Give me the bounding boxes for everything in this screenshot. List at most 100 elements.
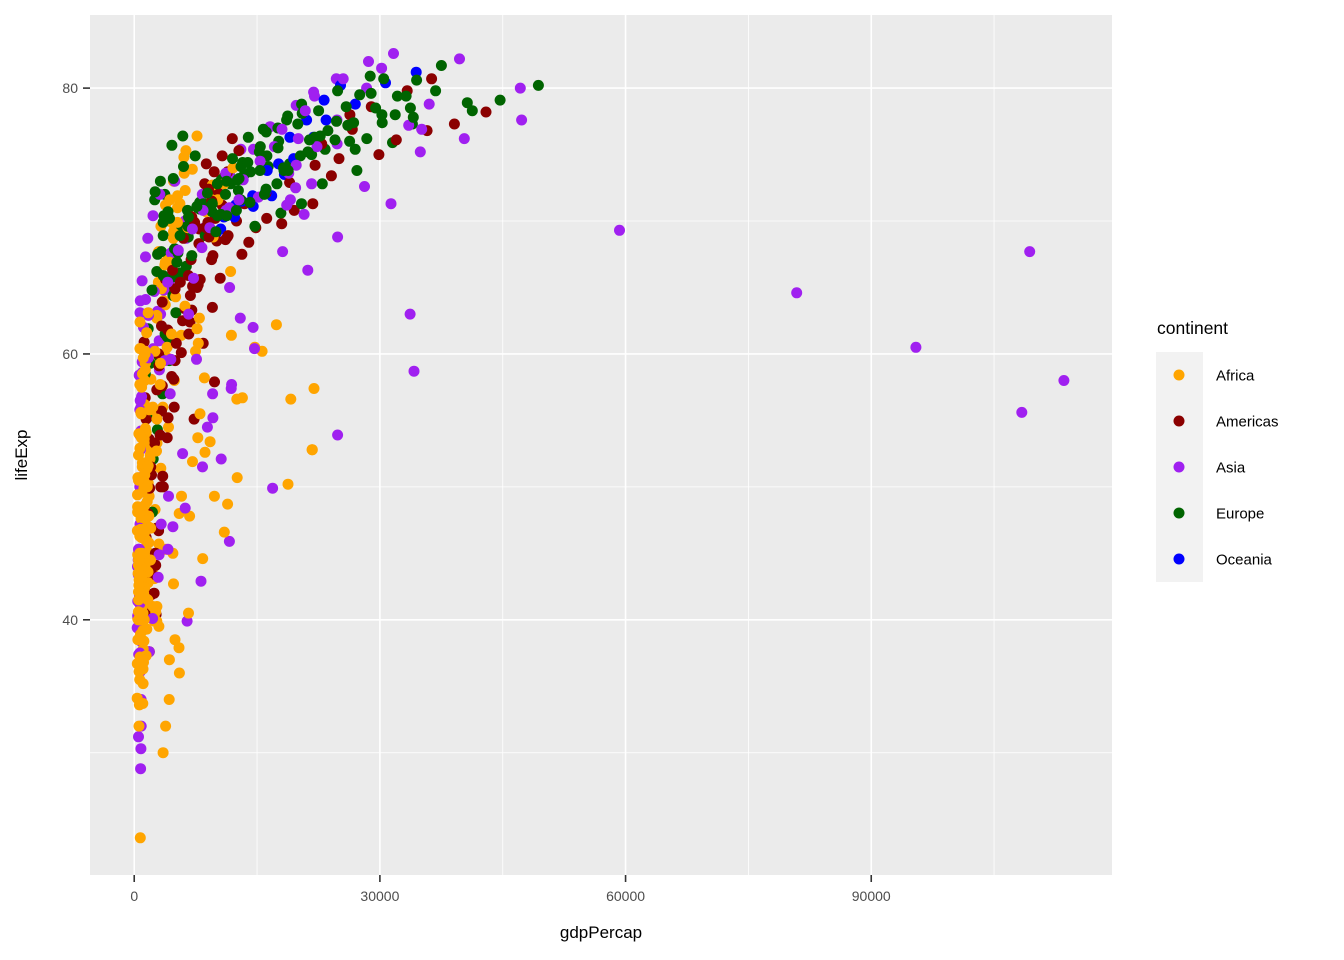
data-point xyxy=(332,231,344,243)
data-point xyxy=(170,337,182,349)
data-point xyxy=(325,170,337,182)
data-point xyxy=(161,432,173,444)
data-point xyxy=(196,242,208,254)
data-point xyxy=(376,109,388,121)
data-point xyxy=(183,308,195,320)
data-point xyxy=(516,114,528,126)
data-point xyxy=(134,832,146,844)
data-point xyxy=(155,357,166,369)
data-point xyxy=(154,175,166,187)
data-point xyxy=(206,198,218,210)
data-point xyxy=(365,87,377,99)
data-point xyxy=(404,102,416,114)
data-point xyxy=(142,460,154,472)
data-point xyxy=(298,208,310,220)
data-point xyxy=(207,250,219,262)
data-point xyxy=(174,230,186,242)
data-point xyxy=(172,244,184,256)
data-point xyxy=(1024,246,1036,258)
data-point xyxy=(282,110,294,122)
data-point xyxy=(400,90,412,102)
data-point xyxy=(143,537,155,549)
data-point xyxy=(162,543,174,555)
data-point xyxy=(308,86,320,98)
data-point xyxy=(233,194,245,206)
data-point xyxy=(156,296,168,308)
data-point xyxy=(134,316,146,328)
data-point xyxy=(155,481,167,493)
data-point xyxy=(139,500,151,511)
data-point xyxy=(195,575,207,587)
data-point xyxy=(359,181,370,192)
data-point xyxy=(167,173,179,184)
data-point xyxy=(191,353,202,365)
data-point xyxy=(340,101,352,113)
data-point xyxy=(230,204,242,216)
data-point xyxy=(171,256,183,268)
data-point xyxy=(187,456,198,468)
data-point xyxy=(614,224,625,236)
data-point xyxy=(225,266,237,277)
data-point xyxy=(290,159,302,171)
data-point xyxy=(423,98,435,110)
data-point xyxy=(333,153,345,165)
data-point xyxy=(154,379,166,390)
data-point xyxy=(306,444,318,456)
legend-title: continent xyxy=(1157,318,1228,338)
data-point xyxy=(152,571,164,583)
data-point xyxy=(281,199,293,211)
data-point xyxy=(243,236,255,248)
data-point xyxy=(134,307,146,319)
data-point xyxy=(304,134,315,146)
data-point xyxy=(151,309,163,321)
data-point xyxy=(390,134,402,146)
data-point xyxy=(223,535,235,547)
data-point xyxy=(175,347,187,359)
data-point xyxy=(138,635,150,647)
data-point xyxy=(349,98,361,110)
data-point xyxy=(197,553,209,565)
data-point xyxy=(309,159,321,171)
data-point xyxy=(378,73,390,85)
data-point xyxy=(290,182,302,194)
data-point xyxy=(225,329,237,341)
data-point xyxy=(170,291,182,303)
data-point xyxy=(165,353,177,365)
data-point xyxy=(146,284,158,296)
legend-key-dot xyxy=(1173,415,1185,427)
data-point xyxy=(155,518,167,530)
data-point xyxy=(254,141,266,153)
data-point xyxy=(135,408,147,420)
data-point xyxy=(168,578,179,590)
data-point xyxy=(254,155,266,167)
data-point xyxy=(177,448,189,460)
data-point xyxy=(480,106,492,118)
data-point xyxy=(141,481,153,493)
data-point xyxy=(164,388,176,400)
data-point xyxy=(307,198,319,210)
data-point xyxy=(142,307,154,319)
data-point xyxy=(139,348,151,360)
data-point xyxy=(910,341,922,353)
data-point xyxy=(200,158,212,170)
data-point xyxy=(388,48,399,59)
data-point xyxy=(234,312,246,324)
data-point xyxy=(153,549,165,561)
data-point xyxy=(226,133,238,145)
data-point xyxy=(199,446,211,458)
y-tick-label: 40 xyxy=(62,612,78,628)
data-point xyxy=(135,763,147,775)
data-point xyxy=(311,141,323,153)
data-point xyxy=(140,593,152,604)
data-point xyxy=(140,294,152,305)
data-point xyxy=(270,319,282,331)
data-point xyxy=(233,145,245,157)
data-point xyxy=(354,89,366,101)
data-point xyxy=(191,323,203,335)
data-point xyxy=(197,461,208,473)
legend-label: Europe xyxy=(1216,505,1264,522)
data-point xyxy=(232,185,244,196)
data-point xyxy=(135,743,147,755)
data-points-layer xyxy=(131,48,1070,844)
data-point xyxy=(361,133,373,145)
